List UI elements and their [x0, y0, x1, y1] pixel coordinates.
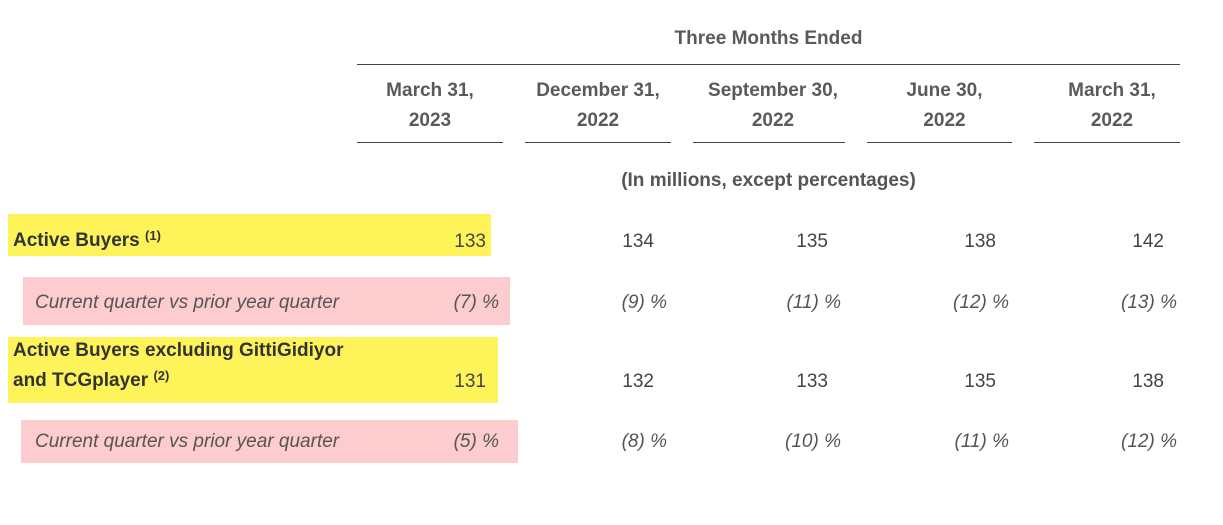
- column-header-jun-2022: June 30, 2022: [867, 76, 1022, 136]
- column-header-sep-2022: September 30, 2022: [693, 76, 853, 136]
- column-header-line2: 2022: [923, 110, 966, 131]
- pct-active-buyers-yoy-mar-2023: (7) %: [453, 292, 499, 313]
- row-label-text: Active Buyers: [13, 230, 140, 251]
- highlight-active-buyers-yoy: [23, 277, 510, 325]
- highlight-active-buyers-excl-yoy: [21, 420, 518, 463]
- pct-active-buyers-excl-yoy-mar-2022: (12) %: [1121, 431, 1177, 452]
- pct-active-buyers-excl-yoy-sep-2022: (10) %: [785, 431, 841, 452]
- column-header-line1: December 31,: [536, 80, 660, 101]
- column-header-line1: September 30,: [708, 80, 838, 101]
- column-header-line2: 2023: [408, 110, 452, 131]
- pct-active-buyers-yoy-jun-2022: (12) %: [953, 292, 1009, 313]
- value-active-buyers-excl-dec-2022: 132: [622, 371, 654, 392]
- pct-active-buyers-excl-yoy-jun-2022: (11) %: [954, 431, 1009, 452]
- column-rule: [867, 142, 1012, 143]
- pct-active-buyers-excl-yoy-dec-2022: (8) %: [621, 431, 667, 452]
- footnote-marker: (1): [145, 228, 161, 243]
- column-rule: [693, 142, 845, 143]
- column-header-mar-2022: March 31, 2022: [1034, 76, 1190, 136]
- row-label-line2: and TCGplayer (2): [13, 366, 343, 396]
- value-active-buyers-mar-2023: 133: [454, 231, 486, 252]
- pct-active-buyers-yoy-sep-2022: (11) %: [786, 292, 841, 313]
- highlight-active-buyers-excl: [8, 337, 498, 403]
- column-header-line2: 2022: [751, 110, 795, 131]
- column-header-line2: 2022: [576, 110, 620, 131]
- column-rule: [525, 142, 671, 143]
- row-label-active-buyers-yoy: Current quarter vs prior year quarter: [35, 292, 340, 313]
- row-label-active-buyers-excl: Active Buyers excluding GittiGidiyor and…: [13, 336, 343, 396]
- value-active-buyers-excl-mar-2023: 131: [454, 371, 486, 392]
- column-header-line1: March 31,: [1068, 80, 1156, 101]
- footnote-marker: (2): [153, 368, 170, 383]
- pct-active-buyers-excl-yoy-mar-2023: (5) %: [453, 431, 499, 452]
- row-label-active-buyers-excl-yoy: Current quarter vs prior year quarter: [35, 431, 340, 452]
- column-rule: [357, 142, 503, 143]
- column-rule: [1034, 142, 1180, 143]
- value-active-buyers-dec-2022: 134: [622, 231, 654, 252]
- row-label-text: and TCGplayer: [13, 370, 149, 391]
- pct-active-buyers-yoy-dec-2022: (9) %: [621, 292, 667, 313]
- row-label-line1: Active Buyers excluding GittiGidiyor: [13, 340, 344, 361]
- value-active-buyers-excl-mar-2022: 138: [1132, 371, 1164, 392]
- column-header-line2: 2022: [1090, 110, 1134, 131]
- value-active-buyers-excl-sep-2022: 133: [796, 371, 828, 392]
- units-caption: (In millions, except percentages): [621, 170, 916, 191]
- highlight-active-buyers: [8, 214, 491, 256]
- value-active-buyers-jun-2022: 138: [964, 231, 996, 252]
- column-header-line1: March 31,: [386, 80, 474, 101]
- value-active-buyers-sep-2022: 135: [796, 231, 828, 252]
- value-active-buyers-mar-2022: 142: [1132, 231, 1164, 252]
- pct-active-buyers-yoy-mar-2022: (13) %: [1121, 292, 1177, 313]
- column-header-dec-2022: December 31, 2022: [525, 76, 671, 136]
- group-title: Three Months Ended: [674, 28, 863, 49]
- column-header-mar-2023: March 31, 2023: [357, 76, 503, 136]
- value-active-buyers-excl-jun-2022: 135: [964, 371, 996, 392]
- column-header-line1: June 30,: [906, 80, 983, 101]
- group-rule: [357, 64, 1180, 65]
- row-label-active-buyers: Active Buyers (1): [13, 226, 161, 256]
